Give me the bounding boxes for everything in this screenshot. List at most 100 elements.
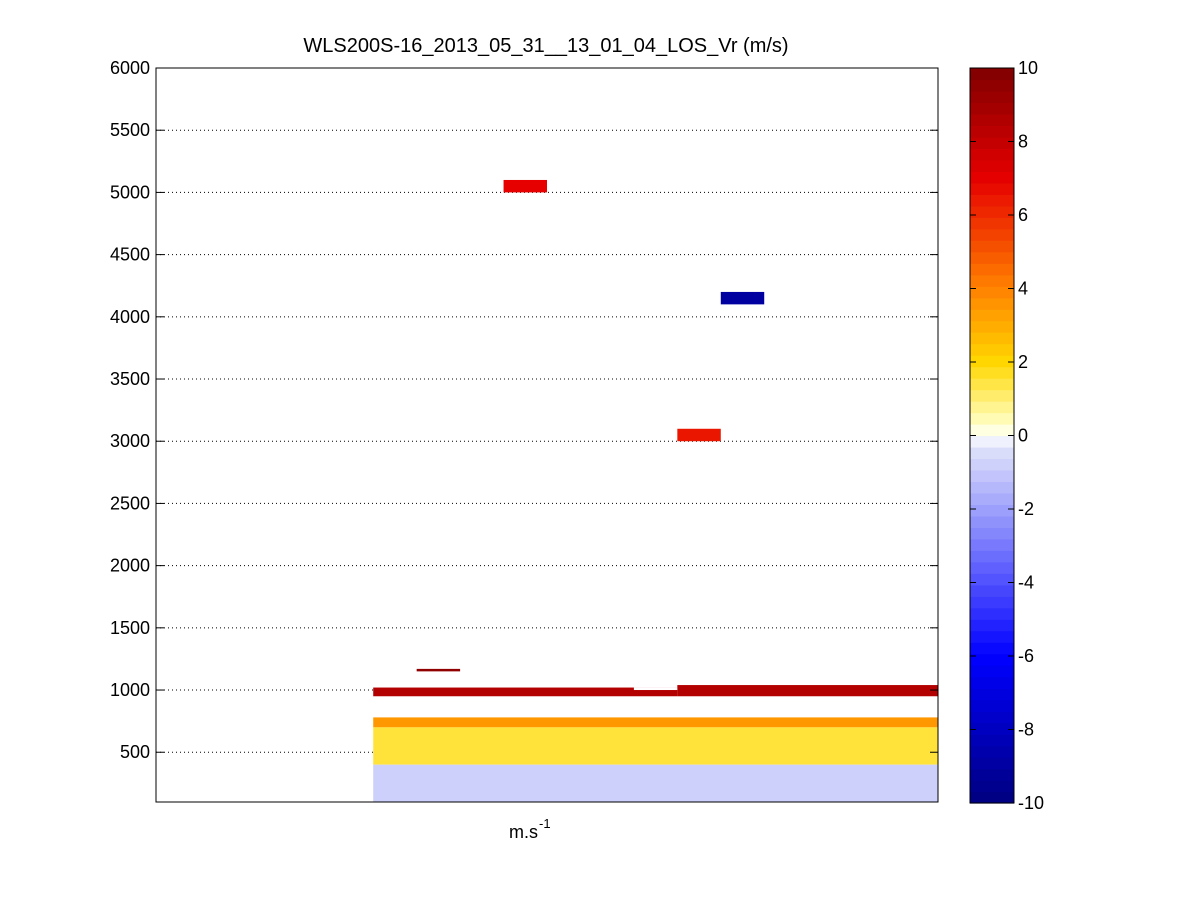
colorbar-level [970,711,1014,724]
y-tick-label: 4500 [110,245,150,265]
y-tick-label: 5500 [110,120,150,140]
x-axis-label: m.s [509,822,538,842]
colorbar-level [970,504,1014,517]
colorbar-level [970,205,1014,218]
colorbar-level [970,194,1014,207]
colorbar-level [970,159,1014,172]
y-tick-label: 2500 [110,493,150,513]
colorbar-ticks: -10 -8 -6 -4 -2 0 2 4 6 8 10 [970,58,1044,813]
colorbar-level [970,538,1014,551]
colorbar-level [970,90,1014,104]
colorbar-level [970,561,1014,574]
colorbar-tick-label: 4 [1018,279,1028,299]
colorbar-tick-label: 10 [1018,58,1038,78]
y-tick-label: 5000 [110,182,150,202]
colorbar-level [970,619,1014,632]
data-cell [373,727,938,765]
y-tick-label: 3000 [110,431,150,451]
colorbar-level [970,274,1014,287]
colorbar-level [970,79,1014,92]
colorbar-level [970,458,1014,471]
y-tick-label: 6000 [110,58,150,78]
colorbar-level [970,320,1014,333]
colorbar-level [970,424,1014,437]
colorbar-tick-label: 0 [1018,426,1028,446]
colorbar-tick-label: -4 [1018,573,1034,593]
colorbar-level [970,653,1014,666]
colorbar-level [970,492,1014,506]
colorbar-level [970,228,1014,241]
colorbar-level [970,309,1014,322]
colorbar-level [970,136,1014,149]
colorbar-tick-label: 8 [1018,132,1028,152]
colorbar [969,67,1015,804]
colorbar-level [970,791,1014,804]
colorbar-level [970,263,1014,276]
data-cell [677,685,938,697]
colorbar-level [970,435,1014,448]
colorbar-level [970,584,1014,597]
colorbar-level [970,722,1014,735]
colorbar-level [970,297,1014,310]
colorbar-level [970,217,1014,230]
colorbar-level [970,286,1014,299]
data-cell [503,179,547,193]
colorbar-level [970,768,1014,781]
colorbar-level [970,780,1014,793]
data-cell [416,668,461,672]
colorbar-level [970,676,1014,689]
data-cells [373,179,938,802]
colorbar-level [970,573,1014,586]
colorbar-level [970,446,1014,460]
colorbar-level [970,527,1014,540]
colorbar-level [970,642,1014,655]
colorbar-level [970,699,1014,712]
colorbar-level [970,182,1014,195]
colorbar-level [970,332,1014,345]
colorbar-tick-label: -6 [1018,646,1034,666]
colorbar-level [970,607,1014,620]
colorbar-level [970,148,1014,161]
data-cell [633,687,678,691]
colorbar-level [970,469,1014,483]
colorbar-level [970,240,1014,253]
colorbar-level [970,688,1014,701]
chart-title: WLS200S-16_2013_05_31__13_01_04_LOS_Vr (… [303,35,788,57]
y-axis: 500 1000 1500 2000 2500 3000 3500 4000 4500 5000 5… [110,58,938,762]
colorbar-level [970,401,1014,414]
y-tick-label: 4000 [110,307,150,327]
data-cell [373,764,938,802]
colorbar-level [970,550,1014,563]
data-cell [677,428,721,442]
colorbar-level [970,113,1014,127]
colorbar-level [970,389,1014,402]
colorbar-level [970,355,1014,368]
colorbar-level [970,68,1014,81]
data-cell [373,687,678,697]
colorbar-tick-label: -8 [1018,720,1034,740]
colorbar-level [970,481,1014,494]
colorbar-level [970,596,1014,609]
colorbar-level [970,515,1014,528]
colorbar-level [970,745,1014,758]
y-tick-label: 3500 [110,369,150,389]
colorbar-level [970,757,1014,770]
colorbar-level [970,412,1014,425]
y-tick-label: 500 [120,742,150,762]
colorbar-level [970,102,1014,115]
y-tick-label: 2000 [110,556,150,576]
plot-frame [155,67,939,803]
data-cell [373,717,938,728]
colorbar-level [970,630,1014,643]
colorbar-level [970,378,1014,391]
colorbar-level [970,125,1014,138]
colorbar-level [970,366,1014,379]
y-tick-label: 1000 [110,680,150,700]
colorbar-level [970,171,1014,184]
y-tick-label: 1500 [110,618,150,638]
colorbar-tick-label: -2 [1018,499,1034,519]
colorbar-tick-label: 2 [1018,352,1028,372]
colorbar-level [970,343,1014,356]
colorbar-level [970,665,1014,678]
